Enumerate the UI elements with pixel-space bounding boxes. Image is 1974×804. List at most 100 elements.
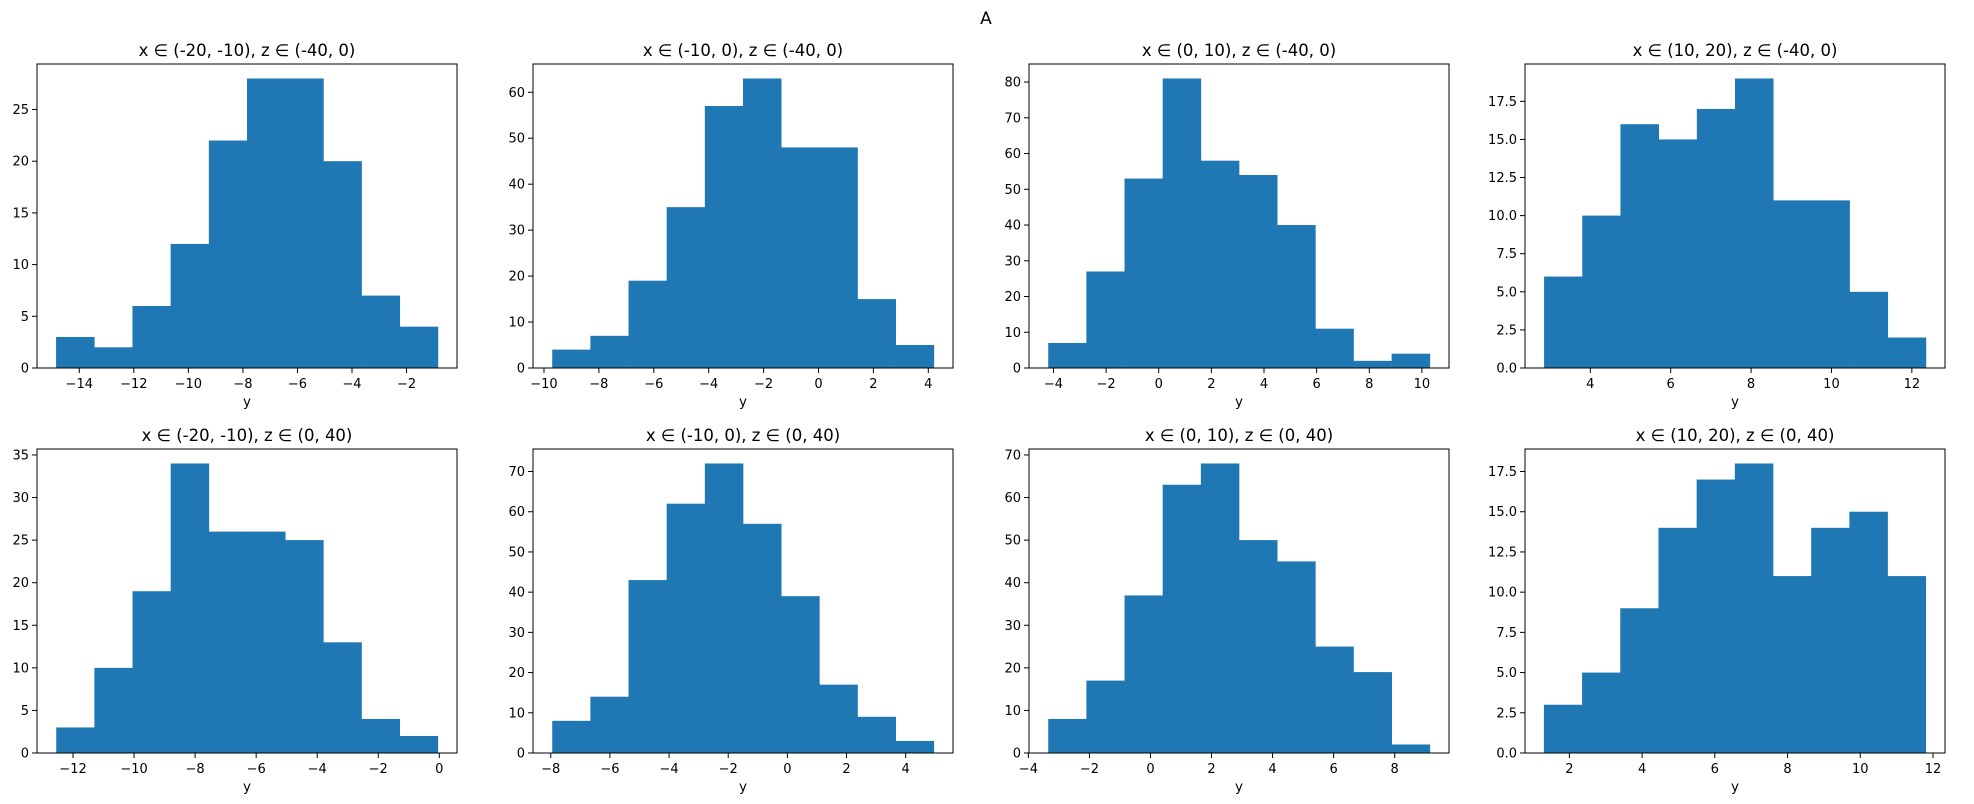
x-tick-label: −10: [175, 377, 202, 392]
axes-frame: [532, 63, 954, 369]
x-tick-label: 4: [1260, 377, 1268, 392]
x-tick-label: 2: [842, 762, 850, 777]
histogram-bar: [247, 78, 286, 368]
axes-frame: [36, 63, 458, 369]
y-tick-label: 0: [1013, 362, 1021, 377]
y-tick-label: 0: [1013, 747, 1021, 762]
histogram-bar: [1353, 672, 1392, 753]
y-tick-label: 10.0: [1488, 586, 1517, 601]
panel-title: x ∈ (10, 20), z ∈ (0, 40): [1636, 426, 1835, 445]
histogram-bar: [857, 716, 896, 753]
y-tick-label: 70: [1004, 111, 1021, 126]
histogram-bar: [1773, 576, 1812, 753]
y-tick-label: 30: [1004, 619, 1021, 634]
histogram-bar: [399, 326, 439, 368]
x-tick-label: 0: [435, 762, 443, 777]
histogram-bar: [1658, 527, 1697, 753]
axes-frame: [532, 448, 954, 754]
y-tick-label: 2.5: [1496, 323, 1517, 338]
y-tick-label: 17.5: [1488, 465, 1517, 480]
x-tick-label: −6: [247, 762, 266, 777]
histogram-bar: [1811, 527, 1850, 753]
histogram-bar: [1124, 178, 1164, 368]
x-tick-label: −4: [342, 377, 361, 392]
histogram-bar: [170, 243, 210, 368]
histogram-panel: 4 6 8 10 12 0.0 2.5 5.0 7.5 10.0 12.5 15.0 17.5 x ∈ (…: [1488, 41, 1946, 410]
x-axis-label: y: [1235, 394, 1243, 410]
x-tick-label: 8: [1391, 762, 1399, 777]
histogram-bar: [666, 503, 706, 753]
y-tick-label: 40: [1004, 219, 1021, 234]
y-tick-label: 20: [1004, 661, 1021, 676]
histogram-bar: [819, 147, 858, 368]
y-tick-label: 0.0: [1496, 362, 1517, 377]
y-tick-label: 40: [1004, 576, 1021, 591]
x-tick-label: −2: [754, 377, 773, 392]
x-axis-label: y: [1731, 394, 1739, 410]
y-tick-label: 25: [12, 103, 29, 118]
histogram-bar: [628, 280, 668, 368]
histogram-bar: [1086, 271, 1125, 368]
histogram-bar: [399, 735, 439, 753]
x-tick-label: 8: [1783, 762, 1791, 777]
histogram-bar: [781, 147, 820, 368]
panel-title: x ∈ (10, 20), z ∈ (-40, 0): [1633, 41, 1838, 60]
y-tick-label: 20: [508, 270, 525, 285]
y-tick-label: 0: [517, 747, 525, 762]
y-tick-label: 5.0: [1496, 666, 1517, 681]
histogram-panel: −4 −2 0 2 4 6 8 10 0 10 20 30 40 50 60 70 80 x ∈ (0, 10),…: [1004, 41, 1450, 410]
histogram-bar: [1582, 672, 1621, 753]
histogram-bar: [1849, 511, 1888, 753]
x-tick-label: −2: [719, 762, 738, 777]
x-tick-label: 10: [1823, 377, 1840, 392]
x-tick-label: −4: [1044, 377, 1063, 392]
x-tick-label: −2: [369, 762, 388, 777]
histogram-bar: [1773, 200, 1812, 368]
y-tick-label: 50: [1004, 534, 1021, 549]
x-tick-label: −4: [308, 762, 327, 777]
x-tick-label: 2: [1207, 377, 1215, 392]
x-tick-label: −4: [699, 377, 718, 392]
histogram-bar: [94, 347, 133, 368]
histogram-bar: [1391, 744, 1431, 753]
x-tick-label: −6: [644, 377, 663, 392]
y-tick-label: 7.5: [1496, 247, 1517, 262]
y-tick-label: 60: [508, 86, 525, 101]
y-tick-label: 20: [508, 666, 525, 681]
histogram-bar: [1200, 463, 1240, 753]
axes-frame: [1028, 448, 1450, 754]
histogram-bar: [94, 667, 133, 753]
y-tick-label: 15: [12, 619, 29, 634]
x-tick-label: 4: [902, 762, 910, 777]
y-tick-label: 0: [21, 362, 29, 377]
x-axis-label: y: [739, 394, 747, 410]
y-tick-label: 15.0: [1488, 133, 1517, 148]
y-tick-label: 2.5: [1496, 706, 1517, 721]
y-tick-label: 5: [21, 704, 29, 719]
y-tick-label: 20: [1004, 290, 1021, 305]
y-tick-label: 10: [508, 316, 525, 331]
y-tick-label: 0: [517, 362, 525, 377]
x-tick-label: 2: [1207, 762, 1215, 777]
x-tick-label: 4: [1638, 762, 1646, 777]
histogram-bar: [1048, 718, 1087, 753]
y-tick-label: 5: [21, 310, 29, 325]
y-tick-label: 15: [12, 206, 29, 221]
histogram-bar: [323, 642, 362, 753]
histogram-bar: [1315, 646, 1354, 753]
x-tick-label: 0: [783, 762, 791, 777]
histogram-bar: [1315, 328, 1354, 368]
histogram-bar: [1048, 342, 1087, 368]
y-tick-label: 10: [1004, 704, 1021, 719]
y-tick-label: 20: [12, 576, 29, 591]
y-tick-label: 10: [12, 661, 29, 676]
histogram-panel: −12 −10 −8 −6 −4 −2 0 0 5 10 15 20 25 30 35 x ∈ (-20, -…: [12, 426, 458, 795]
x-tick-label: 8: [1365, 377, 1373, 392]
histogram-bar: [285, 78, 324, 368]
x-tick-label: −10: [120, 762, 147, 777]
y-tick-label: 50: [508, 545, 525, 560]
x-tick-label: −2: [1080, 762, 1099, 777]
histogram-bar: [208, 140, 248, 368]
x-tick-label: −12: [120, 377, 147, 392]
